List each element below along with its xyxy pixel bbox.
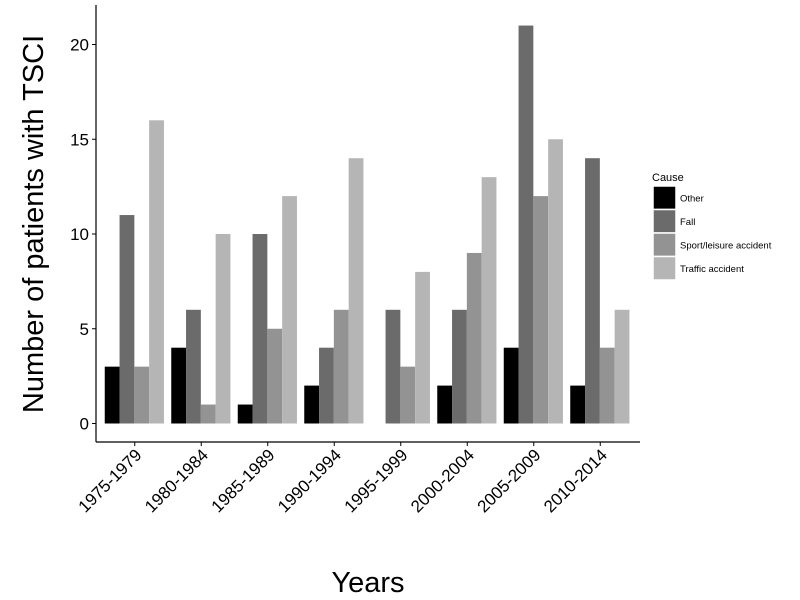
legend-key-traffic-accident <box>652 255 677 281</box>
x-tick-label-1980-1984: 1980-1984 <box>141 445 212 516</box>
bar-traffic-accident-2010-2014 <box>614 309 630 424</box>
bar-traffic-accident-1980-1984 <box>215 234 231 424</box>
bar-other-1980-1984 <box>171 347 187 424</box>
bar-other-1985-1989 <box>237 404 253 424</box>
bar-sport-leisure-accident-2000-2004 <box>466 252 482 424</box>
x-tick-label-1985-1989: 1985-1989 <box>208 445 279 516</box>
bar-traffic-accident-1975-1979 <box>149 120 164 424</box>
bar-fall-1985-1989 <box>252 234 268 424</box>
bar-traffic-accident-1985-1989 <box>282 196 297 424</box>
legend-label-other: Other <box>680 194 704 205</box>
bar-fall-1975-1979 <box>119 215 135 424</box>
bars-layer <box>104 25 630 424</box>
bar-traffic-accident-1990-1994 <box>348 158 364 424</box>
bar-other-1975-1979 <box>104 366 120 424</box>
legend: Cause Other Fall Sport/leisure accident Traf… <box>652 172 772 281</box>
bar-sport-leisure-accident-1975-1979 <box>134 366 150 424</box>
bar-sport-leisure-accident-2005-2009 <box>533 196 549 424</box>
legend-key-fall <box>652 208 677 234</box>
x-tick-label-2005-2009: 2005-2009 <box>474 445 545 516</box>
bar-fall-1980-1984 <box>186 309 201 424</box>
bar-sport-leisure-accident-2010-2014 <box>599 347 615 424</box>
bar-other-2005-2009 <box>503 347 519 424</box>
y-tick-label-5: 5 <box>80 320 89 339</box>
x-tick-label-2000-2004: 2000-2004 <box>407 445 478 516</box>
legend-label-traffic-accident: Traffic accident <box>680 264 744 275</box>
bar-sport-leisure-accident-1980-1984 <box>200 404 216 424</box>
y-tick-label-15: 15 <box>70 130 89 149</box>
y-tick-label-20: 20 <box>70 36 89 55</box>
legend-key-sport-leisure-accident <box>652 232 677 258</box>
legend-title: Cause <box>652 172 684 184</box>
bar-sport-leisure-accident-1985-1989 <box>267 328 283 424</box>
y-tick-label-0: 0 <box>80 415 89 434</box>
bar-fall-2005-2009 <box>518 25 534 424</box>
bar-traffic-accident-1995-1999 <box>415 271 430 424</box>
bar-fall-1995-1999 <box>385 309 401 424</box>
x-tick-label-2010-2014: 2010-2014 <box>540 445 611 516</box>
bar-sport-leisure-accident-1995-1999 <box>400 366 416 424</box>
y-axis-title: Number of patients with TSCI <box>18 35 50 413</box>
bar-traffic-accident-2000-2004 <box>481 177 497 424</box>
bar-fall-2000-2004 <box>452 309 467 424</box>
bar-fall-1990-1994 <box>319 347 334 424</box>
bar-fall-2010-2014 <box>585 158 600 424</box>
x-tick-label-1995-1999: 1995-1999 <box>341 445 412 516</box>
bar-traffic-accident-2005-2009 <box>548 139 563 424</box>
bar-other-1990-1994 <box>304 385 320 424</box>
y-tick-label-10: 10 <box>70 225 89 244</box>
x-tick-label-1975-1979: 1975-1979 <box>75 445 146 516</box>
bar-other-2010-2014 <box>570 385 586 424</box>
legend-key-other <box>652 185 677 211</box>
legend-label-sport-leisure-accident: Sport/leisure accident <box>680 241 772 252</box>
x-axis-title: Years <box>331 567 404 599</box>
bar-other-2000-2004 <box>437 385 453 424</box>
bar-sport-leisure-accident-1990-1994 <box>333 309 349 424</box>
legend-label-fall: Fall <box>680 217 695 228</box>
x-tick-label-1990-1994: 1990-1994 <box>274 445 345 516</box>
